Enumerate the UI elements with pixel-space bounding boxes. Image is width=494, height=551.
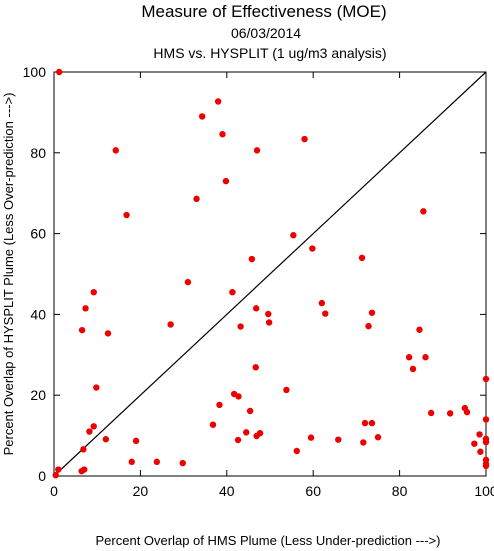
data-point [477,448,484,455]
data-point [368,419,376,427]
data-point [476,431,483,438]
data-point [128,458,135,466]
data-point [405,354,413,361]
data-point [422,354,429,361]
x-tick-label: 20 [133,483,149,499]
data-point [55,68,63,76]
data-point [179,459,186,467]
data-point [416,326,423,333]
data-point [248,255,256,263]
data-point [237,323,244,330]
y-tick-label: 80 [30,145,46,161]
y-tick-label: 20 [30,387,46,403]
data-point [482,462,490,470]
data-point [167,321,174,328]
data-point [301,135,308,143]
x-tick-label: 40 [219,483,235,499]
data-point [361,419,369,427]
data-point [307,434,315,441]
data-point [234,436,242,444]
data-point [153,458,161,466]
chart-date: 06/03/2014 [231,25,301,41]
data-point [82,305,89,312]
data-point [290,232,297,239]
data-point [374,434,382,441]
data-point [471,440,478,447]
diagonal-reference-line [53,71,487,477]
data-point [318,299,326,307]
data-point [252,364,259,371]
data-point [358,254,366,262]
data-point [365,322,372,330]
data-point [283,386,290,394]
data-point [78,467,85,475]
chart-subtitle: HMS vs. HYSPLIT (1 ug/m3 analysis) [153,45,386,61]
x-tick-label: 60 [305,483,321,499]
data-point [209,421,217,428]
plot-area: 0 20 40 60 80 100 0 20 40 60 80 100 [23,64,494,499]
data-point [309,245,316,252]
data-point [90,423,97,430]
y-tick-label: 60 [30,226,46,242]
data-point [214,98,222,105]
data-point [246,407,254,415]
data-point [322,310,329,317]
data-point [90,288,97,296]
chart-title: Measure of Effectiveness (MOE) [141,2,386,21]
data-point [216,401,223,409]
data-point [368,309,376,316]
x-tick-label: 80 [392,483,408,499]
data-point [265,310,272,318]
y-tick-label: 100 [23,64,47,80]
data-point [222,177,230,185]
data-point [132,437,140,445]
data-point [104,330,112,337]
data-point [482,375,490,383]
data-point [184,278,192,286]
data-point [55,466,62,473]
data-point [360,439,367,446]
data-point [229,288,236,296]
data-point [86,428,93,435]
x-tick-label: 0 [50,483,58,499]
x-tick-label: 100 [474,483,494,499]
data-point [482,416,490,423]
data-point [463,408,471,416]
data-point [253,432,260,440]
data-point [243,429,250,436]
data-point [93,384,100,391]
data-point [102,436,110,443]
data-point [420,208,427,215]
data-point [123,211,130,219]
data-point [52,471,59,479]
data-point [219,131,226,138]
data-point [112,147,119,154]
y-tick-label: 40 [30,306,46,322]
data-point [427,409,435,417]
data-point [252,305,260,312]
data-point [335,436,342,443]
data-point [198,113,206,120]
data-point [235,393,242,400]
y-axis-label: Percent Overlap of HYSPLIT Plume (Less O… [1,93,16,456]
data-point [265,319,273,326]
data-point [193,195,200,203]
data-point [409,365,417,373]
data-point [293,447,300,455]
data-point [78,326,86,334]
data-point [482,438,490,446]
data-point [253,147,261,154]
data-point [446,410,454,417]
data-point [80,446,87,453]
x-axis-label: Percent Overlap of HMS Plume (Less Under… [96,533,441,548]
y-tick-label: 0 [38,468,46,484]
plot-frame [53,71,487,477]
